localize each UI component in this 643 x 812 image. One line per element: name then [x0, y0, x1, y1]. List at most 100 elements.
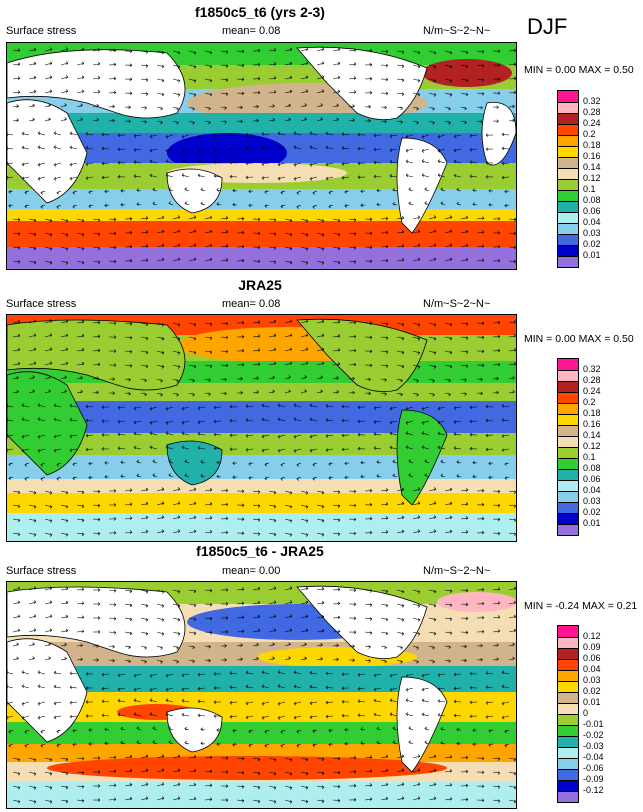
wind-arrow — [380, 798, 389, 801]
wind-arrow — [277, 162, 286, 165]
wind-arrow — [236, 616, 245, 619]
wind-arrow — [444, 517, 453, 520]
wind-arrow — [108, 120, 115, 122]
wind-arrow — [444, 64, 453, 68]
wind-arrow-head — [117, 673, 121, 678]
wind-arrow-head — [177, 229, 181, 233]
wind-arrow-head — [145, 782, 149, 786]
wind-arrow — [140, 489, 149, 492]
wind-arrow-head — [337, 756, 341, 761]
wind-arrow-head — [385, 258, 389, 263]
wind-arrow-head — [325, 714, 329, 719]
wind-arrow-head — [373, 420, 377, 424]
wind-arrow-head — [496, 119, 499, 123]
wind-arrow — [316, 630, 325, 633]
wind-arrow-head — [200, 741, 203, 746]
colorbar-box — [558, 414, 578, 425]
wind-arrow — [140, 364, 149, 367]
wind-arrow-head — [469, 405, 473, 410]
wind-arrow-head — [145, 487, 149, 492]
wind-arrow — [188, 230, 197, 234]
wind-arrow-head — [96, 644, 99, 648]
wind-arrow-head — [465, 322, 469, 326]
wind-arrow-head — [385, 244, 389, 249]
wind-arrow-head — [81, 771, 85, 775]
wind-arrow-head — [261, 417, 265, 422]
wind-arrow — [380, 364, 389, 367]
wind-arrow — [316, 76, 325, 80]
wind-arrow-head — [120, 202, 123, 207]
wind-arrow-head — [161, 50, 165, 55]
wind-arrow — [156, 797, 165, 801]
wind-arrow — [437, 160, 446, 164]
wind-arrow — [149, 420, 158, 424]
wind-arrow — [172, 617, 181, 621]
wind-arrow — [156, 617, 165, 621]
wind-arrow — [37, 715, 46, 719]
wind-arrow-head — [389, 420, 393, 425]
wind-arrow — [293, 448, 302, 452]
wind-arrow-head — [280, 477, 283, 481]
wind-arrow — [268, 91, 277, 94]
wind-arrow-head — [168, 740, 171, 744]
wind-arrow-head — [65, 533, 69, 537]
wind-arrow-head — [229, 671, 233, 675]
colorbar-tick-label: 0.04 — [583, 217, 601, 227]
wind-arrow-head — [369, 617, 373, 621]
wind-arrow-head — [128, 105, 131, 110]
wind-arrow-head — [337, 246, 341, 251]
wind-arrow-head — [48, 642, 51, 646]
wind-arrow-head — [305, 600, 309, 604]
wind-arrow-head — [241, 531, 245, 535]
wind-arrow — [476, 78, 485, 81]
wind-arrow — [316, 362, 325, 366]
wind-arrow — [124, 770, 133, 773]
wind-arrow — [28, 91, 37, 94]
wind-arrow-head — [341, 433, 345, 438]
wind-arrow-head — [136, 188, 139, 192]
wind-arrow-head — [401, 754, 405, 758]
wind-arrow-head — [229, 174, 233, 179]
wind-arrow-head — [417, 78, 421, 83]
wind-arrow-head — [48, 117, 51, 121]
colorbar-box — [558, 179, 578, 190]
wind-arrow-head — [104, 475, 107, 479]
wind-arrow-head — [497, 785, 501, 789]
wind-arrow — [149, 673, 158, 677]
wind-arrow-head — [449, 215, 453, 219]
wind-arrow — [428, 488, 437, 492]
wind-arrow — [316, 490, 325, 494]
colorbar-box — [558, 245, 578, 256]
wind-arrow-head — [53, 145, 57, 149]
wind-arrow — [200, 743, 206, 745]
wind-arrow-head — [21, 449, 25, 453]
wind-arrow-head — [21, 417, 25, 421]
panel1-mean: mean= 0.08 — [222, 25, 281, 37]
wind-arrow-head — [85, 672, 89, 676]
wind-arrow-head — [321, 518, 325, 523]
wind-arrow — [389, 161, 398, 164]
season-label: DJF — [527, 14, 568, 39]
wind-arrow — [172, 50, 181, 54]
wind-arrow — [332, 504, 341, 507]
wind-arrow-head — [113, 783, 117, 787]
wind-arrow — [332, 335, 341, 338]
wind-arrow — [133, 713, 142, 717]
wind-arrow — [373, 714, 382, 717]
wind-arrow-head — [481, 363, 485, 368]
panel3-wind-vectors — [7, 586, 516, 804]
wind-arrow-head — [72, 191, 75, 195]
wind-arrow-head — [69, 434, 73, 439]
wind-arrow-head — [213, 700, 217, 704]
wind-arrow-head — [321, 347, 325, 352]
panel3-minmax: MIN = -0.24 MAX = 0.21 — [524, 600, 638, 612]
wind-arrow-head — [17, 504, 21, 509]
wind-arrow-head — [209, 257, 213, 262]
wind-arrow — [165, 420, 174, 424]
wind-arrow-head — [465, 783, 469, 788]
wind-arrow-head — [453, 159, 457, 164]
wind-arrow-head — [209, 630, 213, 635]
wind-arrow — [76, 104, 83, 108]
wind-arrow — [284, 757, 293, 761]
wind-arrow — [501, 448, 510, 451]
